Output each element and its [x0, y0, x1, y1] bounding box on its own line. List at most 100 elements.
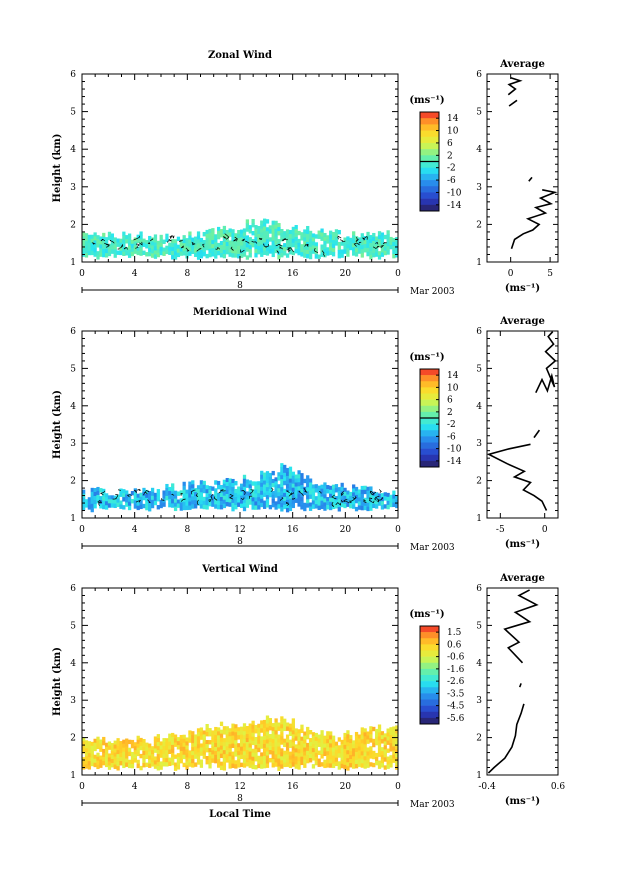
field-cell [199, 484, 204, 489]
field-cell [242, 236, 247, 241]
field-cell [369, 486, 373, 491]
field-cell [225, 746, 229, 751]
field-cell [225, 497, 229, 503]
field-cell [110, 237, 114, 242]
field-cell [234, 724, 238, 729]
field-cell [214, 746, 218, 752]
field-cell [211, 734, 215, 739]
field-cell [277, 227, 281, 232]
field-cell [285, 229, 290, 234]
colorbar-frame [419, 625, 440, 725]
field-cell [285, 479, 290, 485]
field-cell [317, 758, 321, 763]
field-cell [265, 751, 270, 756]
field-cell [369, 247, 373, 252]
field-cell [237, 230, 241, 235]
field-cell [280, 740, 284, 745]
field-cell [194, 754, 198, 759]
colorbar-swatch [420, 448, 439, 456]
field-cell [334, 500, 339, 505]
field-cell [300, 724, 304, 730]
field-cell [254, 737, 258, 742]
field-cell [306, 730, 310, 736]
field-cell [329, 250, 333, 256]
field-cell [202, 243, 206, 249]
colorbar-swatch [420, 632, 439, 639]
field-cell [308, 742, 313, 747]
y-tick-label: 4 [70, 659, 76, 669]
field-cell [202, 730, 206, 735]
field-cell [205, 723, 209, 729]
field-cell [300, 481, 304, 486]
field-cell [130, 755, 135, 761]
field-cell [268, 472, 272, 478]
field-cell [363, 752, 367, 757]
field-cell [349, 735, 353, 740]
field-cell [320, 232, 324, 237]
colorbar-swatch [420, 405, 439, 413]
field-cell [354, 248, 359, 253]
field-cell [331, 747, 336, 753]
profile-y-tick-label: 5 [476, 108, 482, 118]
field-cell [225, 758, 229, 763]
field-cell [395, 737, 399, 742]
field-cell [277, 742, 281, 747]
field-cell [311, 484, 316, 489]
field-cell [231, 253, 235, 258]
field-cell [119, 500, 123, 505]
field-cell [217, 504, 221, 510]
field-cell [211, 228, 215, 233]
field-cell [119, 238, 123, 244]
field-cell [329, 739, 333, 744]
field-cell [104, 497, 109, 502]
field-cell [268, 249, 272, 254]
field-cell [150, 487, 155, 493]
field-cell [366, 731, 370, 736]
field-cell [179, 750, 183, 756]
colorbar-unit: (ms⁻¹) [409, 352, 444, 363]
field-cell [260, 240, 264, 245]
field-cell [288, 466, 293, 472]
field-cell [116, 758, 120, 763]
field-cell [113, 764, 117, 769]
field-cell [366, 763, 370, 768]
field-cell [179, 738, 183, 744]
field-cell [107, 495, 112, 500]
field-cell [182, 742, 186, 748]
field-cell [331, 759, 336, 765]
field-cell [326, 755, 330, 760]
field-cell [234, 740, 238, 745]
field-cell [113, 241, 117, 246]
field-cell [265, 715, 270, 720]
field-cell [153, 744, 158, 749]
field-cell [199, 241, 204, 247]
field-cell [346, 252, 350, 257]
field-cell [84, 764, 89, 769]
field-cell [156, 758, 160, 763]
field-cell [171, 752, 175, 758]
field-cell [191, 245, 195, 250]
field-cell [202, 488, 206, 494]
field-cell [165, 754, 169, 759]
colorbar-swatch [420, 705, 439, 713]
field-cell [294, 490, 298, 495]
profile-x-tick-label: 5 [547, 269, 553, 279]
field-cell [142, 755, 146, 760]
field-cell [196, 497, 201, 502]
field-cell [194, 750, 198, 755]
field-cell [182, 734, 186, 740]
colorbar-swatch [420, 136, 439, 144]
field-cell [331, 743, 336, 749]
field-cell [343, 748, 347, 754]
field-cell [352, 488, 356, 493]
field-cell [173, 243, 178, 248]
field-cell [271, 747, 275, 752]
field-cell [102, 756, 106, 762]
month-label: Mar 2003 [410, 287, 455, 297]
field-cell [205, 731, 209, 737]
field-cell [366, 502, 370, 508]
field-cell [150, 237, 155, 242]
field-cell [343, 499, 347, 505]
field-cell [369, 235, 373, 240]
colorbar-swatch [420, 118, 439, 125]
